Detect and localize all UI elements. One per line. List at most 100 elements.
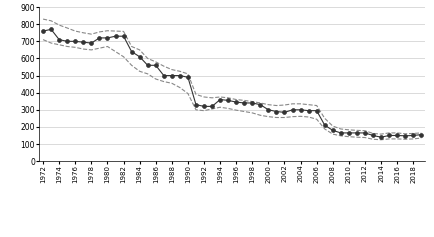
Upper bbox=[201, 96, 207, 98]
Upper bbox=[81, 31, 86, 34]
Upper bbox=[362, 129, 368, 132]
Lower bbox=[274, 116, 279, 119]
Lower bbox=[411, 137, 416, 140]
Lower bbox=[378, 138, 384, 141]
Lower bbox=[346, 135, 352, 138]
Upper bbox=[113, 30, 118, 32]
Upper bbox=[290, 102, 295, 105]
Lower bbox=[121, 55, 126, 58]
Fatal accidents bbox=[89, 42, 94, 45]
Fatal accidents bbox=[194, 103, 199, 106]
Upper bbox=[169, 68, 174, 71]
Lower bbox=[210, 108, 215, 110]
Fatal accidents bbox=[298, 108, 303, 111]
Fatal accidents bbox=[306, 109, 311, 112]
Fatal accidents bbox=[258, 103, 263, 106]
Lower bbox=[72, 46, 78, 49]
Upper bbox=[378, 133, 384, 136]
Lower bbox=[40, 38, 46, 41]
Upper bbox=[185, 73, 191, 75]
Fatal accidents bbox=[81, 41, 86, 44]
Lower bbox=[403, 138, 408, 141]
Fatal accidents bbox=[72, 40, 78, 43]
Fatal accidents bbox=[129, 50, 134, 53]
Lower bbox=[395, 137, 400, 140]
Lower bbox=[129, 64, 134, 67]
Fatal accidents bbox=[153, 64, 158, 67]
Upper bbox=[411, 132, 416, 135]
Lower bbox=[314, 118, 319, 121]
Lower bbox=[322, 128, 327, 130]
Lower bbox=[153, 77, 158, 80]
Upper bbox=[145, 57, 150, 60]
Lower bbox=[217, 106, 223, 109]
Fatal accidents bbox=[362, 132, 368, 134]
Lower bbox=[185, 92, 191, 95]
Line: Upper: Upper bbox=[43, 19, 421, 134]
Fatal accidents bbox=[145, 64, 150, 67]
Lower bbox=[370, 138, 375, 141]
Upper bbox=[137, 49, 142, 51]
Upper bbox=[105, 29, 110, 32]
Lower bbox=[145, 73, 150, 75]
Upper bbox=[226, 96, 231, 99]
Lower bbox=[387, 137, 392, 140]
Fatal accidents bbox=[266, 108, 271, 111]
Lower bbox=[266, 115, 271, 118]
Upper bbox=[403, 132, 408, 135]
Upper bbox=[72, 30, 78, 32]
Upper bbox=[49, 19, 54, 22]
Upper bbox=[354, 129, 359, 132]
Upper bbox=[395, 132, 400, 134]
Upper bbox=[274, 104, 279, 107]
Fatal accidents bbox=[169, 74, 174, 77]
Fatal accidents bbox=[226, 99, 231, 102]
Fatal accidents bbox=[274, 110, 279, 113]
Fatal accidents bbox=[217, 98, 223, 101]
Fatal accidents bbox=[105, 36, 110, 39]
Fatal accidents bbox=[161, 74, 166, 77]
Upper bbox=[346, 128, 352, 131]
Fatal accidents bbox=[233, 101, 239, 104]
Upper bbox=[194, 93, 199, 96]
Fatal accidents bbox=[282, 111, 287, 114]
Lower bbox=[113, 50, 118, 53]
Fatal accidents bbox=[290, 108, 295, 111]
Fatal accidents bbox=[56, 38, 62, 41]
Lower bbox=[233, 109, 239, 112]
Fatal accidents bbox=[403, 134, 408, 137]
Line: Lower: Lower bbox=[43, 40, 421, 140]
Upper bbox=[338, 128, 343, 130]
Lower bbox=[338, 134, 343, 137]
Upper bbox=[266, 103, 271, 106]
Lower bbox=[81, 48, 86, 50]
Lower bbox=[49, 42, 54, 45]
Upper bbox=[65, 27, 70, 29]
Upper bbox=[282, 104, 287, 106]
Lower bbox=[56, 43, 62, 46]
Upper bbox=[370, 132, 375, 135]
Upper bbox=[40, 18, 46, 21]
Fatal accidents bbox=[113, 35, 118, 38]
Fatal accidents bbox=[40, 30, 46, 32]
Lower bbox=[226, 107, 231, 110]
Upper bbox=[298, 102, 303, 105]
Lower bbox=[258, 114, 263, 117]
Upper bbox=[242, 99, 247, 102]
Upper bbox=[210, 96, 215, 99]
Fatal accidents bbox=[378, 136, 384, 139]
Fatal accidents bbox=[121, 35, 126, 38]
Lower bbox=[419, 137, 424, 139]
Lower bbox=[354, 136, 359, 139]
Lower bbox=[330, 133, 335, 136]
Lower bbox=[298, 115, 303, 118]
Upper bbox=[250, 100, 255, 103]
Upper bbox=[330, 125, 335, 128]
Lower bbox=[306, 116, 311, 118]
Fatal accidents bbox=[411, 134, 416, 137]
Fatal accidents bbox=[346, 132, 352, 134]
Lower bbox=[242, 110, 247, 113]
Upper bbox=[97, 31, 102, 33]
Line: Fatal accidents: Fatal accidents bbox=[41, 27, 423, 139]
Fatal accidents bbox=[387, 134, 392, 137]
